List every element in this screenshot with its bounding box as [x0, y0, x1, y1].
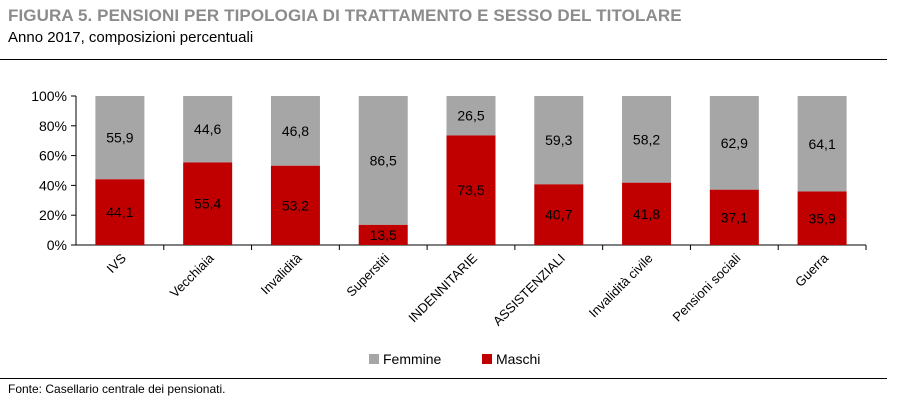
bar-maschi [622, 182, 672, 245]
bar-maschi [797, 191, 847, 245]
data-label-maschi: 40,7 [545, 207, 572, 223]
data-label-femmine: 86,5 [370, 152, 397, 168]
bottom-divider [0, 378, 887, 379]
source-note: Fonte: Casellario centrale dei pensionat… [8, 382, 226, 396]
bar-femmine [95, 96, 145, 180]
data-label-maschi: 44,1 [106, 204, 133, 220]
bar-femmine [183, 96, 233, 163]
data-label-femmine: 46,8 [282, 123, 309, 139]
bar-femmine [709, 96, 759, 190]
x-category-label: Pensioni sociali [669, 250, 743, 324]
top-divider [0, 59, 887, 60]
x-category-label: Vecchiaia [167, 250, 218, 301]
bar-maschi [270, 165, 320, 245]
data-label-femmine: 64,1 [808, 136, 835, 152]
bar-maschi [183, 162, 233, 245]
bar-maschi [358, 224, 408, 245]
data-label-maschi: 35,9 [808, 210, 835, 226]
data-label-maschi: 41,8 [633, 206, 660, 222]
data-label-maschi: 13,5 [370, 227, 397, 243]
legend-label-maschi: Maschi [496, 351, 540, 367]
bar-femmine [622, 96, 672, 183]
x-category-label: ASSISTENZIALI [490, 251, 568, 329]
data-label-femmine: 62,9 [721, 135, 748, 151]
data-label-femmine: 44,6 [194, 121, 221, 137]
data-label-femmine: 59,3 [545, 132, 572, 148]
bar-femmine [797, 96, 847, 192]
bar-maschi [95, 179, 145, 245]
x-category-label: Superstiti [343, 250, 392, 299]
chart-title: FIGURA 5. PENSIONI PER TIPOLOGIA DI TRAT… [8, 6, 682, 25]
data-label-femmine: 58,2 [633, 131, 660, 147]
bar-maschi [446, 135, 496, 245]
bar-femmine [534, 96, 584, 185]
stacked-bar-chart: 0% 20% 40% 60% 80% 100% 55,9 44,1 IVS 44,6 55,4 Vec… [31, 88, 867, 367]
data-label-maschi: 55,4 [194, 196, 221, 212]
data-label-femmine: 55,9 [106, 130, 133, 146]
chart-subtitle: Anno 2017, composizioni percentuali [8, 29, 254, 46]
y-tick-label: 100% [31, 88, 67, 104]
bar-femmine [358, 96, 408, 225]
y-tick-label: 20% [39, 207, 67, 223]
x-category-label: Invalidità civile [586, 251, 656, 321]
data-label-maschi: 37,1 [721, 209, 748, 225]
bar-maschi [534, 184, 584, 245]
legend-swatch-femmine [369, 354, 379, 364]
legend-label-femmine: Femmine [383, 351, 442, 367]
y-tick-label: 0% [47, 237, 67, 253]
x-category-label: Guerra [792, 250, 832, 290]
x-category-label: Invalidità [258, 250, 305, 297]
y-tick-label: 60% [39, 148, 67, 164]
bar-femmine [446, 96, 496, 136]
data-label-maschi: 53,2 [282, 197, 309, 213]
data-label-maschi: 73,5 [457, 182, 484, 198]
bar-femmine [270, 96, 320, 166]
y-tick-label: 40% [39, 177, 67, 193]
x-category-label: INDENNITARIE [405, 250, 480, 325]
bar-maschi [709, 189, 759, 245]
data-label-femmine: 26,5 [457, 108, 484, 124]
legend-swatch-maschi [482, 354, 492, 364]
y-tick-label: 80% [39, 118, 67, 134]
x-category-label: IVS [104, 250, 130, 276]
